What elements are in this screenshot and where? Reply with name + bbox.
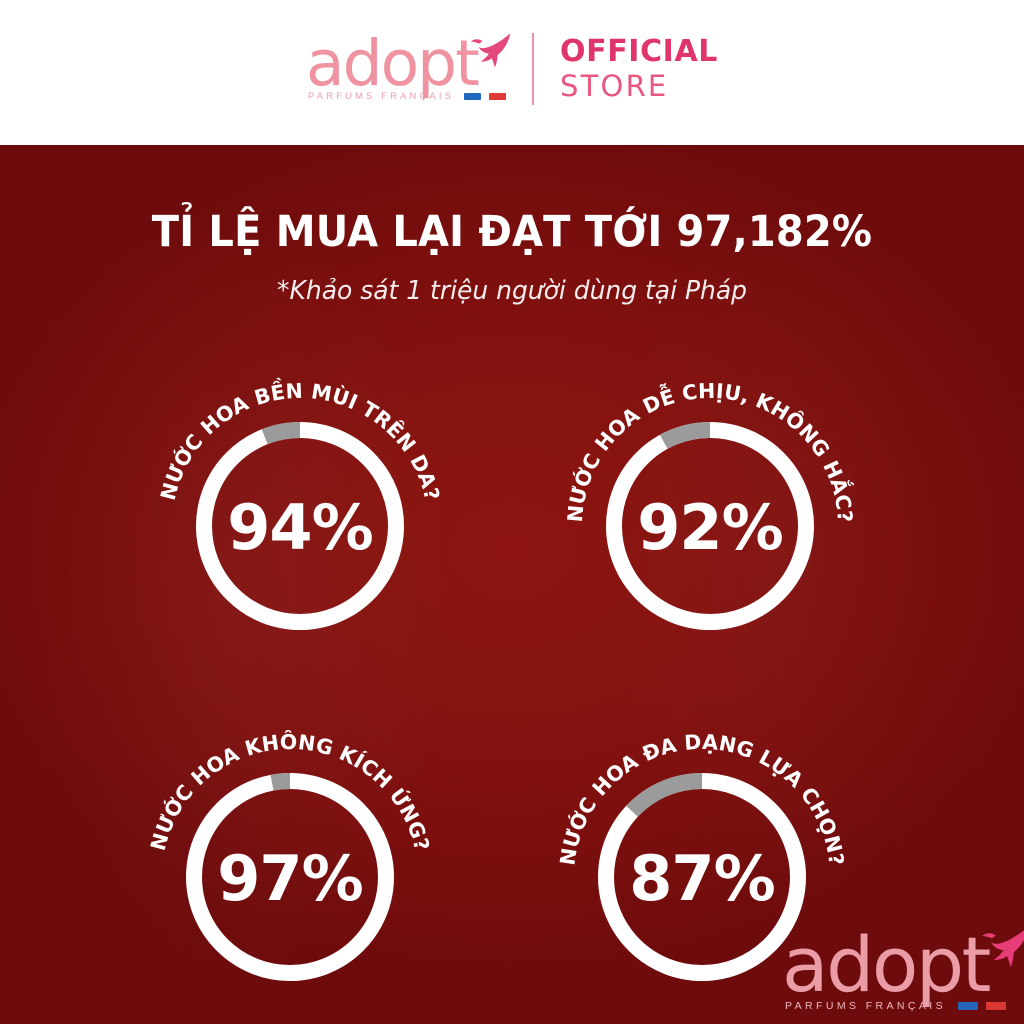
adopt-logo: adopt PARFUMS FRANÇAIS xyxy=(306,27,511,102)
flag-bar-blue xyxy=(958,1002,978,1010)
store-label: STORE xyxy=(560,68,669,103)
donut-value-2: 92% xyxy=(637,490,783,564)
french-flag-icon xyxy=(958,1002,1006,1010)
donut-value-3: 97% xyxy=(217,841,363,915)
official-label: OFFICIAL xyxy=(560,33,718,69)
official-store-badge: OFFICIAL STORE xyxy=(560,33,718,103)
page-subtitle: *Khảo sát 1 triệu người dùng tại Pháp xyxy=(277,276,747,306)
donut-value-4: 87% xyxy=(629,841,775,915)
donut-svg-4: NƯỚC HOA ĐA DẠNG LỰA CHỌN? xyxy=(555,730,848,981)
donut-chart-3: NƯỚC HOA KHÔNG KÍCH ỨNG? 97% xyxy=(140,727,440,1024)
brand-tagline: PARFUMS FRANÇAIS xyxy=(308,90,455,102)
brand-header: adopt PARFUMS FRANÇAIS OFFICIAL xyxy=(0,0,1024,145)
hummingbird-icon xyxy=(470,33,511,68)
donut-svg-2: NƯỚC HOA DỄ CHỊU, KHÔNG HẮC? xyxy=(563,379,857,630)
stats-panel: TỈ LỆ MUA LẠI ĐẠT TỚI 97,182% *Khảo sát … xyxy=(0,145,1024,1024)
donut-svg-1: NƯỚC HOA BỀN MÙI TRÊN DA? xyxy=(156,376,444,630)
flag-bar-red xyxy=(489,92,507,100)
french-flag-icon xyxy=(464,92,507,100)
donut-value-1: 94% xyxy=(227,490,373,564)
brand-wordmark: adopt xyxy=(306,27,480,101)
donut-chart-1: NƯỚC HOA BỀN MÙI TRÊN DA? 94% xyxy=(150,376,450,676)
page-title: TỈ LỆ MUA LẠI ĐẠT TỚI 97,182% xyxy=(151,207,873,257)
flag-bar-red xyxy=(986,1002,1006,1010)
watermark-wordmark: adopt xyxy=(782,919,991,1009)
donut-chart-2: NƯỚC HOA DỄ CHỊU, KHÔNG HẮC? 92% xyxy=(560,376,860,676)
hummingbird-icon xyxy=(981,929,1024,967)
donut-chart-4: NƯỚC HOA ĐA DẠNG LỰA CHỌN? 87% xyxy=(552,727,852,1024)
donut-svg-3: NƯỚC HOA KHÔNG KÍCH ỨNG? xyxy=(146,729,434,981)
watermark-tagline: PARFUMS FRANÇAIS xyxy=(785,1000,946,1012)
adopt-watermark-logo: adopt PARFUMS FRANÇAIS xyxy=(782,919,1024,1012)
header-divider xyxy=(532,32,535,105)
flag-bar-blue xyxy=(464,92,482,100)
